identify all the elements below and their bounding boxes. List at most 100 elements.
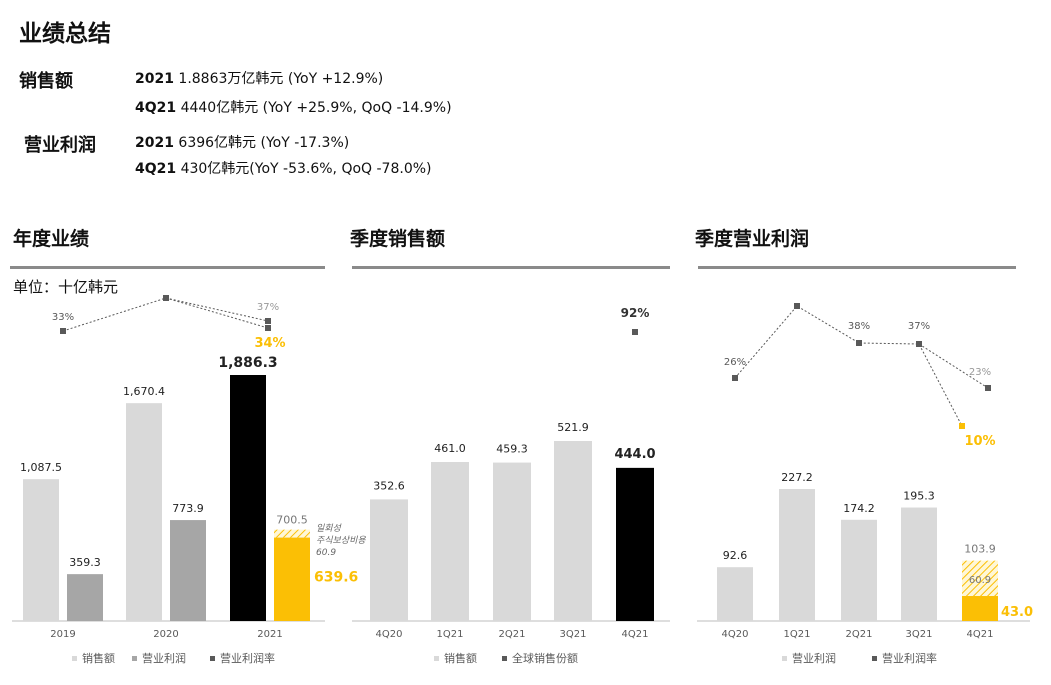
annual-margin-label-2021: 34% — [254, 336, 285, 351]
op-profit-line-annual-text: 6396亿韩元 (YoY -17.3%) — [178, 135, 350, 151]
annual-op-label-2019: 359.3 — [69, 556, 101, 569]
qprofit-label-4Q21: 43.0 — [1001, 605, 1033, 620]
annual-legend-sales-swatch — [72, 656, 77, 661]
sales-line-quarter: 4Q21 4440亿韩元 (YoY +25.9%, QoQ -14.9%) — [135, 97, 452, 117]
qsales-xtick-1Q21: 1Q21 — [437, 629, 464, 640]
annual-margin-marker-1 — [163, 295, 169, 301]
qsales-legend-share-text: 全球销售份额 — [512, 651, 578, 665]
section-annual-rule — [10, 266, 325, 269]
qprofit-xtick-4Q20: 4Q20 — [722, 629, 749, 640]
qprofit-adjusted-label-4Q21: 103.9 — [964, 543, 996, 556]
qsales-legend-share-swatch — [502, 656, 507, 661]
annual-xtick-2019: 2019 — [50, 629, 75, 640]
annual-xtick-2021: 2021 — [257, 629, 282, 640]
unit-label: 单位：十亿韩元 — [13, 278, 119, 296]
annual-sales-bar-2021 — [230, 375, 266, 621]
qsales-bar-3Q21 — [554, 441, 592, 621]
sales-line-annual: 2021 1.8863万亿韩元 (YoY +12.9%) — [135, 68, 383, 88]
qprofit-margin-marker-4Q20 — [732, 375, 738, 381]
annual-margin-marker-0 — [60, 328, 66, 334]
annual-margin-adjusted-line — [165, 297, 269, 322]
annual-op-oneoff-bar-2021 — [274, 529, 310, 538]
qsales-bar-4Q20 — [370, 499, 408, 621]
annual-sales-label-2021: 1,886.3 — [218, 355, 277, 371]
qprofit-xtick-1Q21: 1Q21 — [784, 629, 811, 640]
qprofit-legend-op-swatch — [782, 656, 787, 661]
qprofit-label-2Q21: 174.2 — [843, 502, 875, 515]
section-quarterly-profit-title: 季度营业利润 — [695, 228, 810, 250]
annual-op-bar-2019 — [67, 574, 103, 621]
annual-op-label-2020: 773.9 — [172, 502, 204, 515]
sales-line-quarter-text: 4440亿韩元 (YoY +25.9%, QoQ -14.9%) — [180, 100, 452, 116]
section-annual-title: 年度业绩 — [13, 228, 90, 250]
qprofit-margin-marker-1Q21 — [794, 303, 800, 309]
qprofit-margin-adjusted-line — [918, 343, 989, 389]
sales-line-annual-text: 1.8863万亿韩元 (YoY +12.9%) — [178, 71, 384, 87]
qprofit-xtick-4Q21: 4Q21 — [967, 629, 994, 640]
qsales-share-marker-4Q21 — [632, 329, 638, 335]
annual-xtick-2020: 2020 — [153, 629, 178, 640]
annual-oneoff-note-2: 60.9 — [316, 548, 336, 558]
qprofit-legend-op-text: 营业利润 — [792, 651, 836, 665]
op-profit-line-quarter-text: 430亿韩元(YoY -53.6%, QoQ -78.0%) — [180, 161, 432, 177]
qsales-bar-1Q21 — [431, 462, 469, 621]
annual-sales-bar-2019 — [23, 479, 59, 621]
annual-margin-adjusted-marker — [265, 318, 271, 324]
op-profit-line-annual-period: 2021 — [135, 135, 174, 151]
annual-oneoff-note-1: 주식보상비용 — [316, 535, 366, 546]
qprofit-margin-label-4Q20: 26% — [724, 357, 746, 368]
annual-op-adjusted-label-2021: 700.5 — [276, 514, 308, 527]
annual-oneoff-note-0: 일회성 — [316, 523, 342, 534]
qprofit-label-1Q21: 227.2 — [781, 471, 813, 484]
annual-chart: 1,087.5 359.3 2019 1,670.4 773.9 2020 1,886.3 7… — [12, 295, 366, 665]
op-profit-line-quarter-period: 4Q21 — [135, 161, 177, 177]
qsales-label-3Q21: 521.9 — [557, 421, 589, 434]
annual-legend-op-text: 营业利润 — [142, 651, 186, 665]
qsales-xtick-4Q20: 4Q20 — [376, 629, 403, 640]
qprofit-margin-label-3Q21: 37% — [908, 321, 930, 332]
qprofit-margin-marker-4Q21 — [959, 423, 965, 429]
annual-legend-margin-text: 营业利润率 — [220, 651, 275, 665]
qprofit-oneoff-bar-4Q21 — [962, 560, 998, 597]
qprofit-margin-marker-2Q21 — [856, 340, 862, 346]
sales-label: 销售额 — [19, 71, 73, 92]
qprofit-legend-margin-swatch — [872, 656, 877, 661]
annual-margin-marker-2 — [265, 325, 271, 331]
op-profit-label: 营业利润 — [24, 135, 96, 156]
annual-legend-sales-text: 销售额 — [82, 651, 115, 665]
qprofit-bar-4Q20 — [717, 567, 753, 621]
qsales-label-2Q21: 459.3 — [496, 443, 528, 456]
qsales-xtick-2Q21: 2Q21 — [499, 629, 526, 640]
qprofit-bar-3Q21 — [901, 507, 937, 621]
sales-line-annual-period: 2021 — [135, 71, 174, 87]
annual-sales-bar-2020 — [126, 403, 162, 621]
annual-op-bar-2020 — [170, 520, 206, 621]
annual-legend-margin-swatch — [210, 656, 215, 661]
qsales-label-4Q20: 352.6 — [373, 479, 405, 492]
qsales-legend-sales-text: 销售额 — [444, 651, 477, 665]
qsales-xtick-3Q21: 3Q21 — [560, 629, 587, 640]
annual-margin-adjusted-label: 37% — [257, 302, 279, 313]
section-quarterly-profit-rule — [698, 266, 1016, 269]
qsales-bar-4Q21 — [616, 467, 654, 621]
qprofit-margin-label-2Q21: 38% — [848, 321, 870, 332]
qprofit-xtick-3Q21: 3Q21 — [906, 629, 933, 640]
qprofit-legend-margin-text: 营业利润率 — [882, 651, 937, 665]
quarterly-profit-chart: 92.6 4Q20 227.2 1Q21 174.2 2Q21 195.3 3Q21 103.9… — [697, 303, 1033, 665]
qsales-share-label-4Q21: 92% — [621, 306, 650, 320]
qsales-legend-sales-swatch — [434, 656, 439, 661]
qprofit-label-3Q21: 195.3 — [903, 490, 935, 503]
qsales-label-4Q21: 444.0 — [614, 447, 655, 462]
sales-line-quarter-period: 4Q21 — [135, 100, 177, 116]
annual-sales-label-2020: 1,670.4 — [123, 385, 165, 398]
qprofit-bar-2Q21 — [841, 519, 877, 621]
qprofit-oneoff-label-4Q21: 60.9 — [969, 575, 991, 586]
qprofit-bar-1Q21 — [779, 489, 815, 621]
op-profit-line-quarter: 4Q21 430亿韩元(YoY -53.6%, QoQ -78.0%) — [135, 158, 432, 178]
op-profit-line-annual: 2021 6396亿韩元 (YoY -17.3%) — [135, 132, 349, 152]
qprofit-margin-adjusted-marker-4Q21 — [985, 385, 991, 391]
qprofit-margin-marker-3Q21 — [916, 341, 922, 347]
qprofit-bar-4Q21 — [962, 596, 998, 621]
annual-legend-op-swatch — [132, 656, 137, 661]
qsales-label-1Q21: 461.0 — [434, 442, 466, 455]
